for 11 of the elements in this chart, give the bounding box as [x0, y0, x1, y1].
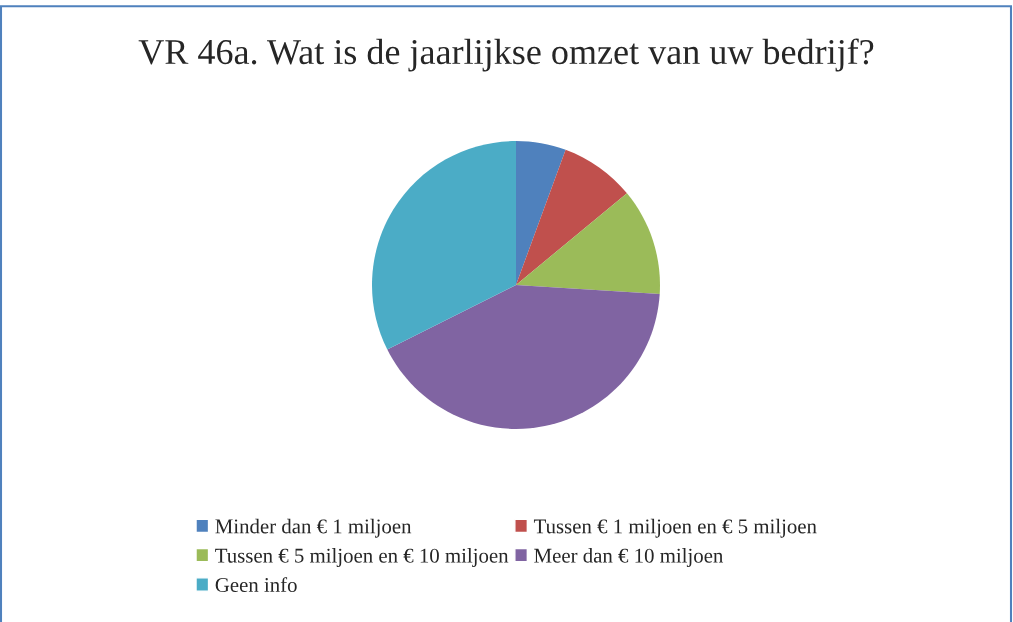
legend-label: Meer dan € 10 miljoen — [534, 548, 724, 567]
legend-label: Tussen € 1 miljoen en € 5 miljoen — [533, 518, 817, 538]
pie-slice — [387, 285, 660, 429]
pie-slice — [516, 193, 660, 295]
legend-label: Tussen € 5 miljoen en € 10 miljoen — [215, 548, 509, 567]
legend-label: Minder dan € 1 miljoen — [215, 518, 412, 538]
pie-slice — [516, 141, 566, 285]
pie-slice — [372, 141, 516, 350]
legend-label: Geen info — [215, 577, 297, 593]
chart-title: VR 46a. Wat is de jaarlijkse omzet van uw bedrijf? — [138, 38, 874, 72]
pie-slice — [516, 149, 627, 285]
